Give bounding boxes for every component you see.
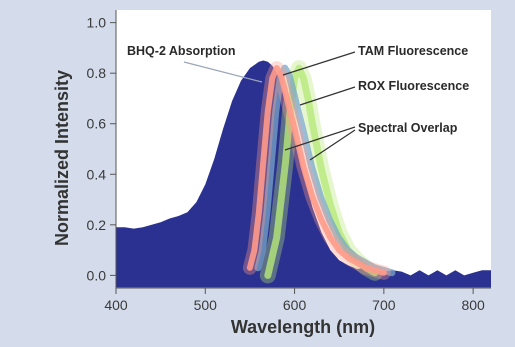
y-axis-title: Normalized Intensity (52, 70, 72, 246)
x-axis-title: Wavelength (nm) (231, 317, 375, 337)
y-tick-label: 1.0 (87, 15, 107, 31)
y-tick-label: 0.4 (87, 166, 107, 182)
y-tick-label: 0.6 (87, 116, 107, 132)
x-tick-label: 400 (104, 297, 128, 313)
annotations: BHQ-2 Absorption TAM Fluorescence ROX Fluo… (127, 44, 469, 161)
spectral-overlap-leader-2 (309, 129, 356, 161)
y-tick-label: 0.2 (87, 217, 107, 233)
spectral-overlap-label: Spectral Overlap (358, 121, 458, 135)
x-tick-label: 600 (283, 297, 307, 313)
y-tick-label: 0.8 (87, 65, 107, 81)
x-tick-label: 500 (194, 297, 218, 313)
tam-fluorescence-label: TAM Fluorescence (358, 44, 468, 58)
spectral-overlap-band (254, 64, 396, 277)
x-tick-label: 800 (461, 297, 485, 313)
tam-fluorescence-line (246, 65, 387, 276)
chart-marks (116, 60, 491, 288)
x-tick-label: 700 (372, 297, 396, 313)
bhq2-absorption-leader (183, 61, 263, 83)
axes: 0.0 0.2 0.4 0.6 0.8 1.0 400 500 600 700 800 (87, 10, 491, 313)
bhq2-absorption-area (116, 60, 491, 288)
rox-fluorescence-leader (299, 86, 356, 106)
tam-fluorescence-leader (282, 51, 356, 76)
y-tick-label: 0.0 (87, 267, 107, 283)
bhq2-absorption-label: BHQ-2 Absorption (127, 44, 236, 58)
rox-fluorescence-label: ROX Fluorescence (358, 79, 469, 93)
spectral-overlap-leader-1 (284, 126, 356, 151)
